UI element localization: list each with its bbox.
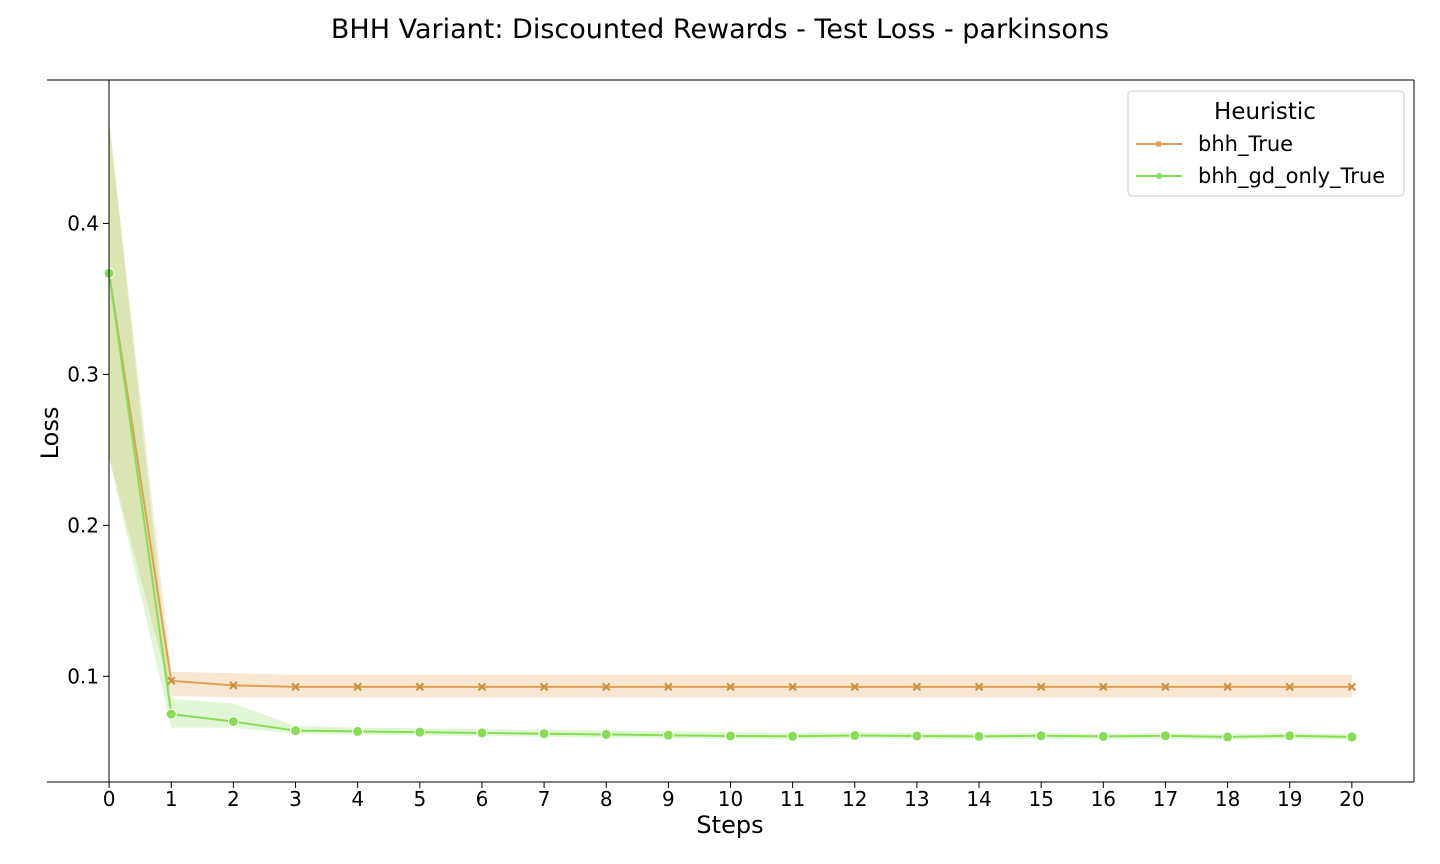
data-point-bhh-gd-only-true	[290, 725, 302, 737]
x-tick-label: 16	[1091, 787, 1116, 811]
series-markers	[103, 267, 1358, 743]
data-point-bhh-true	[229, 681, 238, 690]
data-point-bhh-true	[1036, 682, 1046, 692]
x-tick-label: 9	[662, 787, 675, 811]
x-tick-label: 11	[780, 787, 805, 811]
legend-swatch-marker	[1156, 173, 1162, 179]
y-tick-label: 0.2	[67, 513, 99, 537]
data-point-bhh-true	[1347, 682, 1357, 692]
data-point-bhh-gd-only-true	[1346, 731, 1358, 743]
data-point-bhh-gd-only-true	[538, 728, 550, 740]
x-tick-label: 8	[600, 787, 613, 811]
legend-label: bhh_gd_only_True	[1198, 164, 1385, 189]
x-tick-label: 19	[1277, 787, 1302, 811]
confidence-bands	[109, 120, 1352, 741]
data-point-bhh-true	[415, 682, 425, 692]
data-point-bhh-true	[477, 682, 487, 692]
data-point-bhh-true	[1161, 682, 1170, 692]
y-tick-label: 0.3	[67, 362, 99, 386]
ci-band-bhh-true	[109, 120, 1352, 698]
data-point-bhh-gd-only-true	[1097, 730, 1109, 742]
x-tick-label: 4	[351, 787, 364, 811]
data-point-bhh-true	[291, 682, 300, 692]
data-point-bhh-gd-only-true	[973, 730, 985, 742]
x-tick-label: 10	[718, 787, 743, 811]
x-axis-label: Steps	[696, 811, 763, 839]
x-tick-label: 5	[413, 787, 426, 811]
data-point-bhh-true	[726, 682, 735, 692]
data-point-bhh-gd-only-true	[725, 730, 736, 742]
x-tick-label: 2	[227, 787, 240, 811]
x-tick-label: 17	[1153, 787, 1178, 811]
y-tick-label: 0.1	[67, 664, 99, 688]
x-tick-label: 7	[538, 787, 551, 811]
data-point-bhh-gd-only-true	[787, 730, 799, 742]
data-point-bhh-true	[788, 682, 797, 692]
data-point-bhh-gd-only-true	[911, 730, 923, 742]
data-point-bhh-gd-only-true	[476, 727, 488, 739]
x-tick-label: 14	[966, 787, 991, 811]
data-point-bhh-gd-only-true	[849, 730, 861, 742]
y-ticks: 0.1 0.2 0.3 0.4	[67, 211, 109, 688]
x-tick-label: 15	[1028, 787, 1053, 811]
chart-title: BHH Variant: Discounted Rewards - Test L…	[331, 14, 1109, 45]
data-point-bhh-true	[912, 682, 922, 692]
data-point-bhh-true	[1285, 682, 1294, 692]
x-tick-label: 0	[103, 787, 116, 811]
data-point-bhh-true	[539, 682, 549, 692]
data-point-bhh-true	[974, 682, 984, 692]
data-point-bhh-true	[850, 682, 859, 692]
x-tick-label: 6	[476, 787, 489, 811]
data-point-bhh-gd-only-true	[1035, 730, 1047, 742]
legend-swatch-marker	[1156, 141, 1161, 147]
x-tick-label: 18	[1215, 787, 1240, 811]
legend-entry-bhh-true: bhh_True	[1136, 132, 1293, 157]
data-point-bhh-true	[602, 682, 611, 692]
legend-box	[1127, 90, 1405, 197]
data-point-bhh-gd-only-true	[1284, 730, 1296, 742]
data-point-bhh-true	[167, 676, 176, 686]
x-tick-label: 12	[842, 787, 867, 811]
y-tick-label: 0.4	[67, 211, 99, 235]
data-point-bhh-gd-only-true	[662, 729, 674, 741]
data-point-bhh-gd-only-true	[227, 716, 239, 728]
data-point-bhh-true	[1099, 682, 1108, 692]
series-line-bhh-true	[108, 273, 1352, 688]
x-tick-label: 13	[904, 787, 929, 811]
data-point-bhh-gd-only-true	[600, 728, 612, 740]
legend: Heuristic bhh_True bhh_gd_only_True	[1127, 90, 1405, 197]
legend-label: bhh_True	[1198, 132, 1293, 157]
data-point-bhh-true	[353, 682, 362, 692]
data-point-bhh-true	[1223, 682, 1232, 692]
x-tick-label: 3	[289, 787, 302, 811]
x-ticks: 0 1 2 3 4 5 6 7 8 9 10 11 12 13 14 15 16 17 18 19 20	[103, 782, 1365, 811]
data-point-bhh-gd-only-true	[165, 708, 177, 720]
series-lines	[108, 273, 1352, 739]
series-line-bhh-gd-only-true	[108, 273, 1352, 739]
data-point-bhh-gd-only-true	[1159, 730, 1171, 742]
data-point-bhh-gd-only-true	[414, 726, 426, 738]
data-point-bhh-true	[664, 682, 673, 692]
y-axis-label: Loss	[36, 407, 64, 460]
legend-entry-bhh-gd-only-true: bhh_gd_only_True	[1136, 164, 1385, 189]
x-tick-label: 20	[1339, 787, 1364, 811]
legend-title: Heuristic	[1214, 99, 1316, 125]
data-point-bhh-gd-only-true	[1222, 731, 1234, 743]
data-point-bhh-gd-only-true	[352, 725, 364, 737]
x-tick-label: 1	[165, 787, 178, 811]
ci-band-bhh-gd-only-true	[109, 120, 1352, 741]
